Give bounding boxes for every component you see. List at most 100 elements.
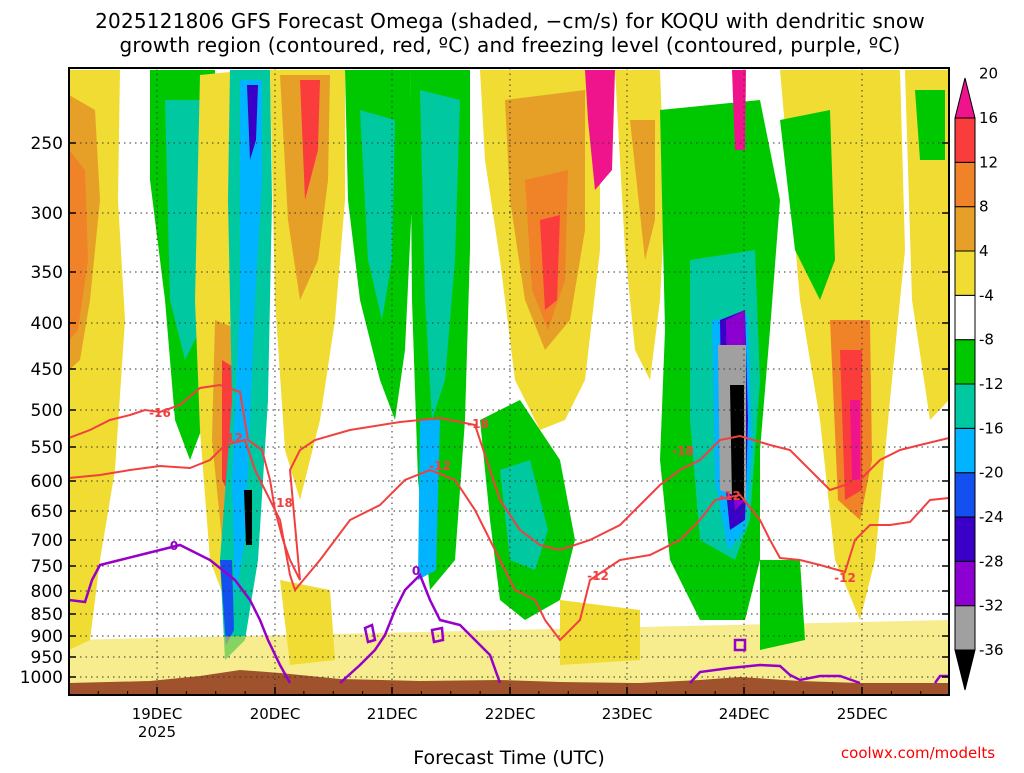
- dendritic-contour-label: -16: [149, 406, 171, 420]
- dendritic-contour-label: -12: [587, 569, 609, 583]
- y-tick-label: 350: [31, 263, 63, 283]
- freezing-contour-label: 0: [412, 564, 420, 578]
- colorbar-swatch: [954, 427, 976, 474]
- plot-frame: [68, 67, 950, 696]
- y-tick-label: 250: [31, 134, 63, 154]
- x-tick-label: 24DEC: [719, 705, 770, 723]
- colorbar-label: -32: [979, 597, 1004, 615]
- dendritic-contour-label: -12: [429, 459, 451, 473]
- grid-vertical: [156, 68, 863, 695]
- colorbar-label: -4: [979, 286, 994, 304]
- dendritic-contour-lower: [69, 438, 949, 642]
- x-axis: 19DEC 20DEC 21DEC 22DEC 23DEC 24DEC 25DEC: [97, 687, 922, 723]
- y-tick-label: 500: [31, 401, 63, 421]
- freezing-contour-loop: [733, 638, 747, 652]
- dendritic-contour-label: -18: [271, 496, 293, 510]
- colorbar-swatch: [954, 77, 976, 119]
- colorbar-label: -12: [979, 375, 1004, 393]
- y-axis: 2503003504004505005506006507007508008509…: [20, 134, 949, 688]
- colorbar-swatch: [954, 206, 976, 252]
- dendritic-contour-label: -18: [672, 444, 694, 458]
- colorbar-swatch: [954, 560, 976, 607]
- omega-shading: [69, 70, 949, 695]
- freezing-contour-mid: [339, 572, 502, 684]
- x-tick-label: 19DEC: [132, 705, 183, 723]
- freezing-contour-left: [69, 543, 292, 684]
- freezing-contour-labels: 00: [170, 539, 420, 578]
- x-tick-label: 25DEC: [837, 705, 888, 723]
- x-tick-label: 22DEC: [485, 705, 536, 723]
- chart-title-line2: growth region (contoured, red, ºC) and f…: [119, 33, 900, 57]
- dendritic-contour-label: -12: [834, 571, 856, 585]
- omega-area: [244, 490, 252, 545]
- omega-area: [760, 560, 805, 650]
- colorbar-label: -28: [979, 552, 1004, 570]
- colorbar-swatch: [954, 117, 976, 163]
- colorbar-label: -20: [979, 464, 1004, 482]
- omega-area: [732, 70, 746, 150]
- colorbar-swatch: [954, 516, 976, 562]
- freezing-contour-edge: [933, 674, 949, 684]
- dendritic-contours: [69, 383, 949, 642]
- chart-title-line1: 2025121806 GFS Forecast Omega (shaded, −…: [95, 9, 925, 33]
- terrain: [69, 670, 949, 695]
- colorbar-swatch: [954, 649, 976, 691]
- y-tick-label: 800: [31, 582, 63, 602]
- colorbar-label: -16: [979, 419, 1004, 437]
- y-tick-label: 750: [31, 557, 63, 577]
- dendritic-contour-label: -12: [221, 431, 243, 445]
- colorbar-swatch: [954, 605, 976, 651]
- colorbar-label: 8: [979, 198, 989, 216]
- omega-area: [280, 580, 335, 665]
- omega-area: [630, 120, 655, 260]
- dendritic-contour-upper: [69, 383, 949, 581]
- credit-text: coolwx.com/modelts: [841, 744, 995, 762]
- freezing-contour-loop: [363, 623, 377, 644]
- colorbar-label: 4: [979, 242, 989, 260]
- omega-area: [418, 420, 440, 580]
- omega-area: [850, 400, 860, 480]
- omega-area: [780, 110, 835, 300]
- omega-area: [730, 385, 744, 500]
- y-tick-label: 850: [31, 605, 63, 625]
- freezing-contour-loop: [430, 626, 445, 644]
- colorbar-swatch: [954, 339, 976, 385]
- omega-area: [560, 600, 640, 665]
- omega-area: [300, 80, 320, 200]
- dendritic-contour-label: -12: [719, 489, 741, 503]
- x-tick-label: 20DEC: [250, 705, 301, 723]
- y-tick-label: 300: [31, 204, 63, 224]
- omega-area: [232, 80, 262, 600]
- colorbar-label: 16: [979, 109, 998, 127]
- colorbar-swatch: [954, 161, 976, 208]
- x-tick-year: 2025: [138, 723, 176, 741]
- omega-area: [420, 90, 460, 420]
- y-tick-label: 600: [31, 472, 63, 492]
- omega-area: [540, 215, 560, 310]
- colorbar-swatch: [954, 383, 976, 429]
- y-tick-label: 1000: [20, 668, 63, 688]
- freezing-level-contours: [69, 543, 949, 685]
- freezing-contour-right: [689, 663, 861, 685]
- y-tick-label: 550: [31, 438, 63, 458]
- omega-area: [220, 560, 234, 645]
- y-tick-label: 950: [31, 648, 63, 668]
- omega-area: [585, 70, 615, 190]
- colorbar-label: 20: [979, 65, 998, 83]
- freezing-contour-label: 0: [170, 539, 178, 553]
- colorbar-label: -24: [979, 508, 1004, 526]
- colorbar-swatch: [954, 294, 976, 341]
- y-tick-label: 450: [31, 360, 63, 380]
- colorbar-swatch: [954, 250, 976, 296]
- colorbar: -36 -32 -28 -24 -20 -16 -12 -8 -4 4 8 12 16 20: [954, 65, 1004, 691]
- omega-area: [247, 85, 258, 160]
- omega-area: [360, 110, 395, 320]
- y-tick-label: 650: [31, 502, 63, 522]
- x-tick-label: 21DEC: [367, 705, 418, 723]
- dendritic-contour-label: -18: [467, 417, 489, 431]
- colorbar-label: 12: [979, 153, 998, 171]
- colorbar-label: -36: [979, 641, 1004, 659]
- colorbar-label: -8: [979, 331, 994, 349]
- x-tick-label: 23DEC: [602, 705, 653, 723]
